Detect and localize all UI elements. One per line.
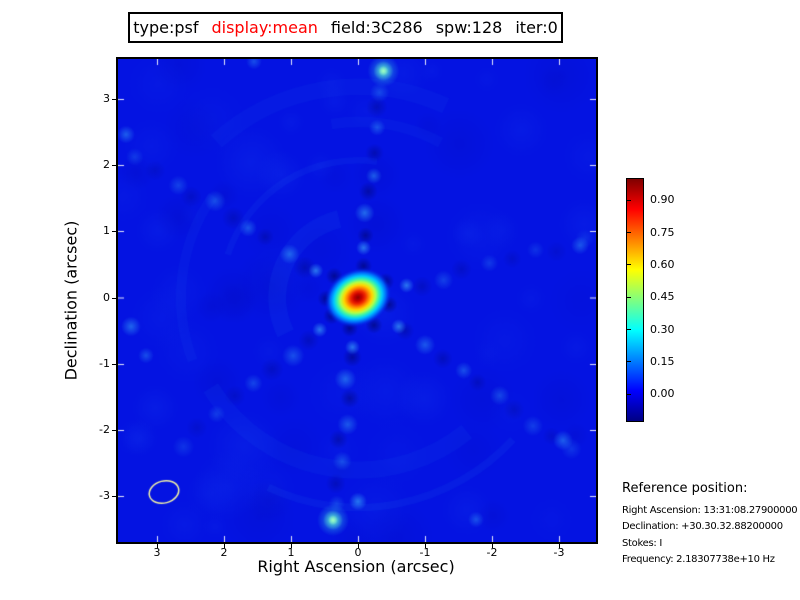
x-tick-mark xyxy=(291,544,292,548)
reference-heading: Reference position: xyxy=(622,481,748,496)
x-tick-mark xyxy=(358,544,359,548)
x-tick-label-0: 0 xyxy=(354,546,362,559)
psf-plot-frame[interactable] xyxy=(116,57,598,544)
x-tick-mark xyxy=(157,544,158,548)
y-tick-mark xyxy=(112,99,116,100)
x-axis-label: Right Ascension (arcsec) xyxy=(257,557,455,576)
colorbar-tick-label-0.00: 0.00 xyxy=(650,387,675,401)
title-segment-1: display:mean xyxy=(211,18,318,37)
reference-line-3: Frequency: 2.18307738e+10 Hz xyxy=(622,553,775,565)
x-tick-label--1: -1 xyxy=(419,546,431,559)
colorbar-tick-label-0.30: 0.30 xyxy=(650,322,675,336)
colorbar[interactable] xyxy=(626,178,644,422)
reference-line-1: Declination: +30.30.32.88200000 xyxy=(622,521,783,533)
y-tick-label-1: 1 xyxy=(103,224,110,237)
x-tick-label--2: -2 xyxy=(486,546,498,559)
reference-position-block: Reference position: Right Ascension: 13:… xyxy=(622,481,800,568)
psf-raster-image[interactable] xyxy=(118,59,596,542)
y-tick-mark xyxy=(112,165,116,166)
colorbar-tick-mark xyxy=(627,232,631,234)
colorbar-tick-label-0.15: 0.15 xyxy=(650,354,675,368)
title-segment-2: field:3C286 xyxy=(330,18,423,37)
y-tick-mark xyxy=(112,496,116,497)
reference-line-2: Stokes: I xyxy=(622,537,662,549)
y-tick-label--1: -1 xyxy=(99,357,110,370)
y-tick-label--2: -2 xyxy=(99,423,110,436)
x-tick-mark xyxy=(559,544,560,548)
colorbar-tick-mark xyxy=(627,329,631,330)
y-tick-mark xyxy=(112,430,116,431)
y-tick-label-2: 2 xyxy=(103,158,110,171)
x-tick-label--3: -3 xyxy=(553,546,565,559)
x-tick-label-1: 1 xyxy=(287,546,295,559)
title-segment-3: spw:128 xyxy=(435,18,503,37)
x-tick-label-3: 3 xyxy=(153,546,161,559)
colorbar-tick-mark xyxy=(627,393,631,395)
title-segment-4: iter:0 xyxy=(515,18,558,37)
x-tick-mark xyxy=(492,544,493,548)
plot-title-box: type:psf display:mean field:3C286 spw:128 it… xyxy=(128,12,563,43)
colorbar-tick-mark xyxy=(627,296,631,298)
y-tick-label-0: 0 xyxy=(103,290,110,304)
colorbar-tick-label-0.45: 0.45 xyxy=(650,290,675,304)
colorbar-tick-label-0.75: 0.75 xyxy=(650,225,675,239)
y-tick-mark xyxy=(112,297,116,299)
colorbar-tick-mark xyxy=(627,361,631,363)
colorbar-tick-label-0.90: 0.90 xyxy=(650,193,675,207)
x-tick-mark xyxy=(425,544,426,548)
colorbar-tick-mark xyxy=(627,199,631,201)
y-tick-label--3: -3 xyxy=(99,489,110,502)
y-axis-label: Declination (arcsec) xyxy=(61,220,81,381)
reference-line-0: Right Ascension: 13:31:08.27900000 xyxy=(622,505,798,516)
y-tick-mark xyxy=(112,364,116,365)
colorbar-tick-mark xyxy=(627,264,631,266)
x-tick-mark xyxy=(224,544,225,548)
colorbar-tick-label-0.60: 0.60 xyxy=(650,257,675,271)
y-tick-label-3: 3 xyxy=(103,92,110,105)
title-segment-0: type:psf xyxy=(133,18,199,37)
y-tick-mark xyxy=(112,231,116,232)
x-tick-label-2: 2 xyxy=(220,546,228,559)
